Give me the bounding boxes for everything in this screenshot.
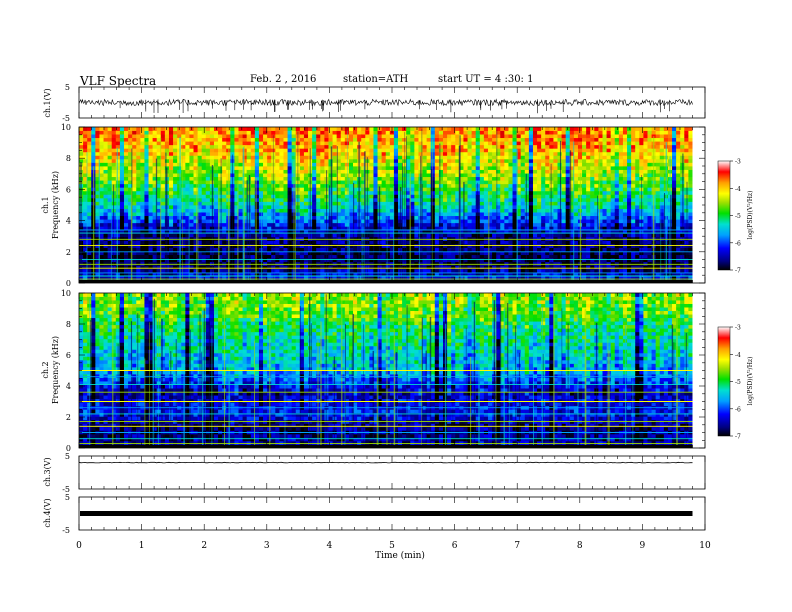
time-axis-label: Time (min) — [375, 550, 425, 561]
colorbar-ch1-label: log(PSD)(V²/Hz) — [747, 191, 754, 240]
frequency-tick-label: 8 — [66, 154, 71, 163]
ch3-waveform-line — [78, 461, 693, 464]
frequency-tick-label: 6 — [66, 185, 71, 194]
frequency-tick-label: 0 — [66, 279, 71, 288]
frequency-tick-label: 10 — [61, 289, 71, 298]
frequency-tick-label: 4 — [66, 217, 71, 226]
ch2-spec-channel-label: ch.2 — [41, 361, 50, 378]
date-label: Feb. 2 , 2016 — [250, 74, 317, 85]
time-tick-label: 9 — [640, 541, 646, 551]
time-tick-label: 6 — [452, 541, 458, 551]
frequency-tick-label: 0 — [66, 444, 71, 453]
time-tick-label: 7 — [514, 541, 520, 551]
colorbar-ch2-ticks: -3 -4 -5 -6 -7 — [730, 325, 741, 441]
ch3-wave-tick-top: 5 — [65, 452, 70, 461]
ch1-waveform-line — [78, 98, 693, 107]
frequency-tick-label: 6 — [66, 351, 71, 360]
colorbar-ch2 — [717, 326, 731, 437]
time-tick-label: 3 — [264, 541, 270, 551]
ch3-wave-ylabel: ch.3(V) — [43, 457, 52, 486]
axis-ticks — [78, 87, 706, 530]
colorbar-tick-label: -3 — [735, 325, 741, 332]
colorbar-tick-label: -3 — [735, 159, 741, 166]
frequency-tick-label: 8 — [66, 320, 71, 329]
station-label: station=ATH — [343, 74, 409, 85]
ch1-spec-channel-label: ch.1 — [41, 196, 50, 213]
colorbar-ch1-ticks: -3 -4 -5 -6 -7 — [730, 159, 741, 275]
colorbar-tick-label: -6 — [735, 406, 741, 413]
time-tick-labels: 0 1 2 3 4 5 6 7 8 9 10 — [76, 541, 711, 551]
start-ut-label: start UT = 4 :30: 1 — [438, 74, 534, 85]
frequency-tick-label: 4 — [66, 382, 71, 391]
time-tick-label: 8 — [577, 541, 583, 551]
ch3-wave-tick-bottom: -5 — [62, 485, 70, 494]
ch1-waveform-spikes — [119, 99, 670, 114]
time-tick-label: 4 — [327, 541, 333, 551]
ch1-wave-tick-bottom: -5 — [62, 114, 70, 123]
time-tick-label: 2 — [201, 541, 207, 551]
plot-title: VLF Spectra — [80, 74, 157, 88]
time-tick-label: 10 — [699, 541, 711, 551]
ch4-wave-tick-bottom: -5 — [62, 526, 70, 535]
time-tick-label: 5 — [389, 541, 395, 551]
ch1-wave-tick-top: 5 — [65, 83, 70, 92]
colorbar-tick-label: -5 — [735, 379, 741, 386]
time-tick-label: 0 — [76, 541, 82, 551]
frequency-tick-label: 2 — [66, 248, 71, 257]
ch4-wave-tick-top: 5 — [65, 493, 70, 502]
ch1-wave-ylabel: ch.1(V) — [43, 88, 52, 117]
colorbar-ch2-label: log(PSD)(V²/Hz) — [747, 357, 754, 406]
colorbar-tick-label: -7 — [735, 268, 741, 275]
colorbar-ch1 — [717, 160, 731, 271]
ch2-spec-ylabel: Frequency (kHz) — [51, 336, 60, 404]
time-tick-label: 1 — [139, 541, 145, 551]
ch4-waveform-line — [80, 511, 693, 516]
colorbar-tick-label: -4 — [735, 186, 741, 193]
frequency-tick-label: 2 — [66, 413, 71, 422]
ch1-spectrogram — [79, 127, 705, 283]
ch1-spec-ylabel: Frequency (kHz) — [51, 171, 60, 239]
colorbar-tick-label: -4 — [735, 352, 741, 359]
colorbar-tick-label: -5 — [735, 213, 741, 220]
frequency-tick-label: 10 — [61, 123, 71, 132]
ch1-frequency-tick-labels: 0 2 4 6 8 10 — [61, 123, 71, 288]
ch4-wave-ylabel: ch.4(V) — [43, 498, 52, 527]
ch2-spectrogram — [79, 293, 705, 448]
ch2-frequency-tick-labels: 0 2 4 6 8 10 — [61, 289, 71, 453]
colorbar-tick-label: -6 — [735, 240, 741, 247]
colorbar-tick-label: -7 — [735, 434, 741, 441]
